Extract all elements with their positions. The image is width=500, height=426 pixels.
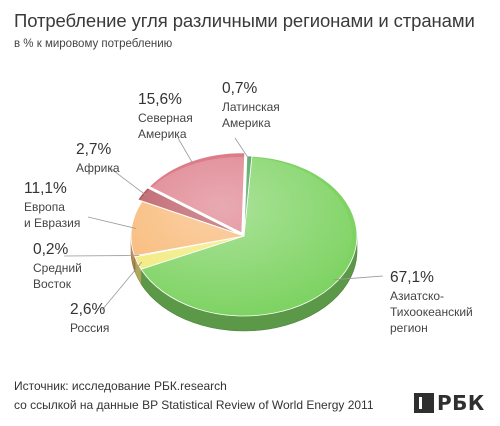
slice-value: 0,2% — [33, 241, 69, 258]
leader-line-europe-eurasia — [87, 216, 137, 229]
source-line: Источник: исследование РБК.research — [14, 379, 227, 393]
rbc-logo: РБК — [414, 391, 485, 415]
slice-name-line: Восток — [33, 277, 71, 291]
logo-mark-icon — [414, 393, 434, 413]
slice-name-line: регион — [390, 321, 428, 335]
leader-lines — [63, 137, 384, 311]
slice-label-europe-eurasia: 11,1% Европа и Евразия — [24, 179, 80, 231]
slice-value: 11,1% — [24, 180, 67, 197]
slice-label-africa: 2,7% Африка — [76, 140, 120, 176]
slice-name-line: Америка — [138, 127, 187, 141]
slice-name-line: Европа — [24, 200, 65, 214]
leader-line-russia — [101, 261, 143, 311]
leader-line-asia-pacific — [333, 275, 384, 281]
slice-value: 2,6% — [70, 301, 106, 318]
slice-name-line: Северная — [138, 111, 193, 125]
pie-slices — [130, 152, 358, 317]
leader-line-latin-america — [234, 137, 250, 160]
chart-subtitle: в % к мировому потреблению — [14, 38, 173, 50]
slice-value: 67,1% — [390, 269, 434, 286]
slice-value: 0,7% — [222, 80, 258, 97]
slice-name-line: Африка — [76, 161, 120, 175]
source-line: со ссылкой на данные BP Statistical Revi… — [14, 398, 374, 412]
slice-value: 2,7% — [76, 141, 112, 158]
slice-label-russia: 2,6% Россия — [70, 300, 109, 336]
slice-value: 15,6% — [138, 91, 182, 108]
slice-name-line: Америка — [222, 116, 271, 130]
slice-label-asia-pacific: 67,1% Азиатско- Тихоокеанский регион — [390, 268, 473, 336]
source-note: Источник: исследование РБК.research со с… — [14, 377, 374, 415]
leader-line-north-america — [177, 137, 194, 165]
leader-line-africa — [109, 167, 147, 196]
slice-name-line: Азиатско- — [390, 289, 445, 303]
slice-name-line: Средний — [33, 261, 82, 275]
chart-title: Потребление угля различными регионами и … — [14, 10, 475, 31]
slice-label-north-america: 15,6% Северная Америка — [138, 90, 193, 142]
slice-label-middle-east: 0,2% Средний Восток — [33, 240, 82, 292]
slice-name-line: Тихоокеанский — [390, 305, 473, 319]
slice-name-line: Россия — [70, 321, 110, 335]
slice-name-line: и Евразия — [24, 216, 81, 230]
slice-name-line: Латинская — [222, 100, 280, 114]
slice-label-latin-america: 0,7% Латинская Америка — [222, 79, 280, 131]
logo-text: РБК — [437, 391, 485, 415]
